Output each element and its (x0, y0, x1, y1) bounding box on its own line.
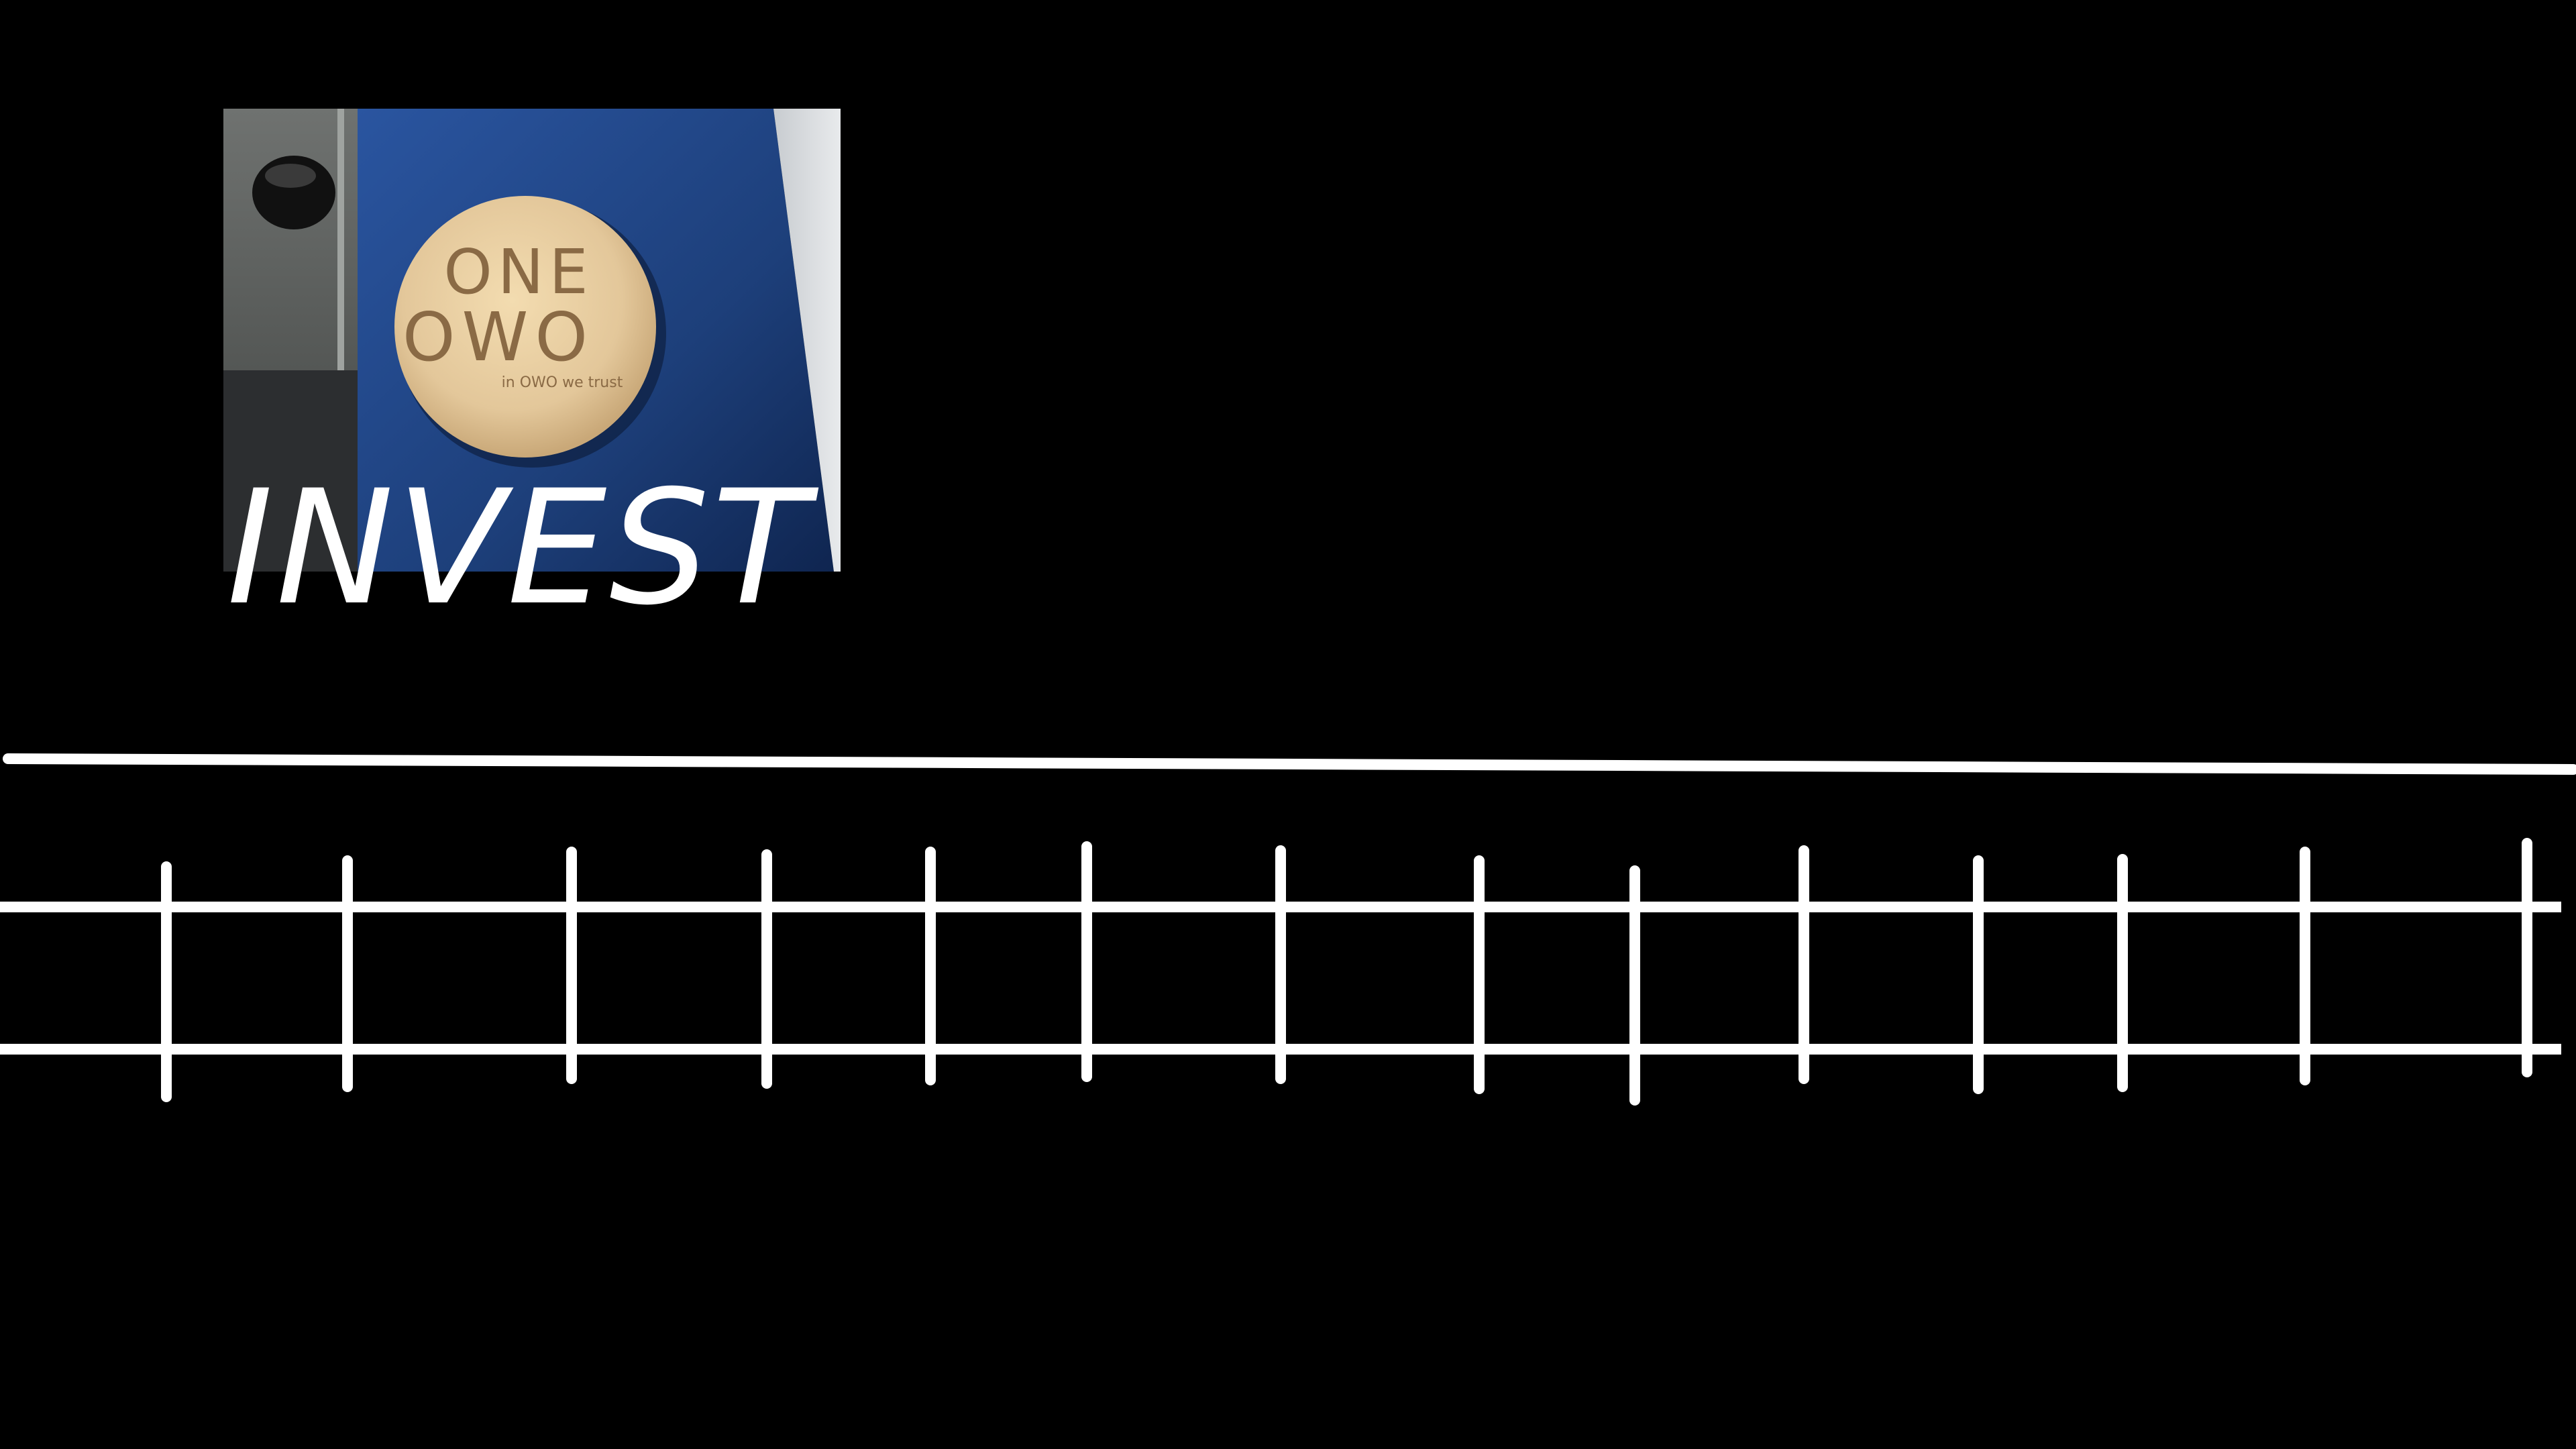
wooden-coin (394, 196, 656, 458)
photo-metal-base (223, 370, 378, 572)
slide-title: INVEST (227, 457, 812, 640)
photo-knob-highlight (265, 164, 316, 188)
track-ties (161, 838, 2532, 1106)
coin-text-line1: ONE (443, 236, 593, 308)
coin-motto: in OWO we trust (502, 374, 623, 391)
coin-photo-illustration: ONE OWO in OWO we trust (223, 109, 841, 572)
coin-text-line2: OWO (402, 298, 594, 376)
photo-right-background (773, 109, 841, 572)
coin-photo: ONE OWO in OWO we trust (223, 109, 841, 572)
divider-line (3, 753, 2576, 775)
